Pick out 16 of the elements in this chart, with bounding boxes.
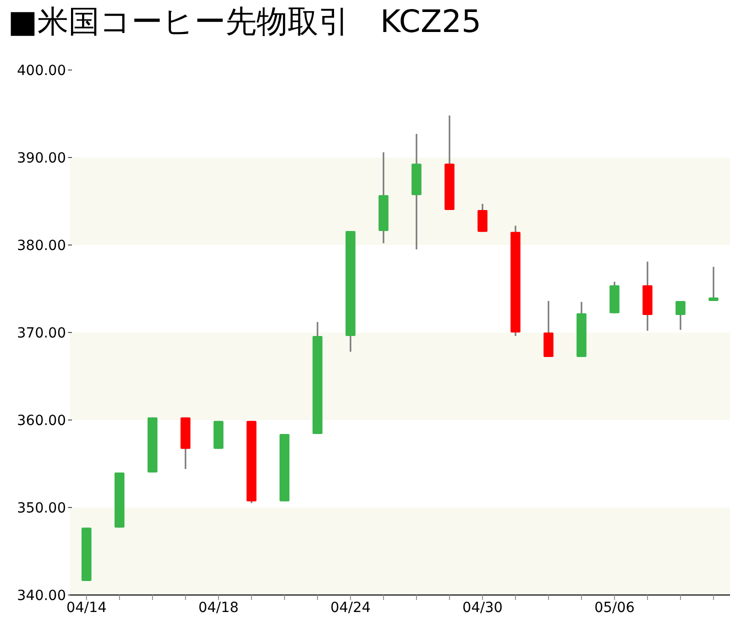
y-tick-label: 360.00: [17, 413, 66, 429]
candlestick: [708, 266, 718, 302]
x-tick-label: 04/24: [330, 600, 371, 616]
y-tick-label: 390.00: [17, 150, 66, 166]
x-tick-label: 04/30: [462, 600, 503, 616]
y-tick-label: 350.00: [17, 500, 66, 516]
y-tick-label: 400.00: [17, 63, 66, 79]
y-tick-label: 340.00: [17, 588, 66, 604]
chart-title: ■米国コーヒー先物取引 KCZ25: [8, 4, 482, 40]
candlestick: [478, 203, 488, 233]
y-tick-label: 380.00: [17, 238, 66, 254]
x-tick-label: 04/14: [66, 600, 107, 616]
y-tick-label: 370.00: [17, 326, 66, 342]
candlestick: [676, 300, 686, 331]
x-tick-label: 05/06: [594, 600, 635, 616]
x-tick-label: 04/18: [198, 600, 239, 616]
